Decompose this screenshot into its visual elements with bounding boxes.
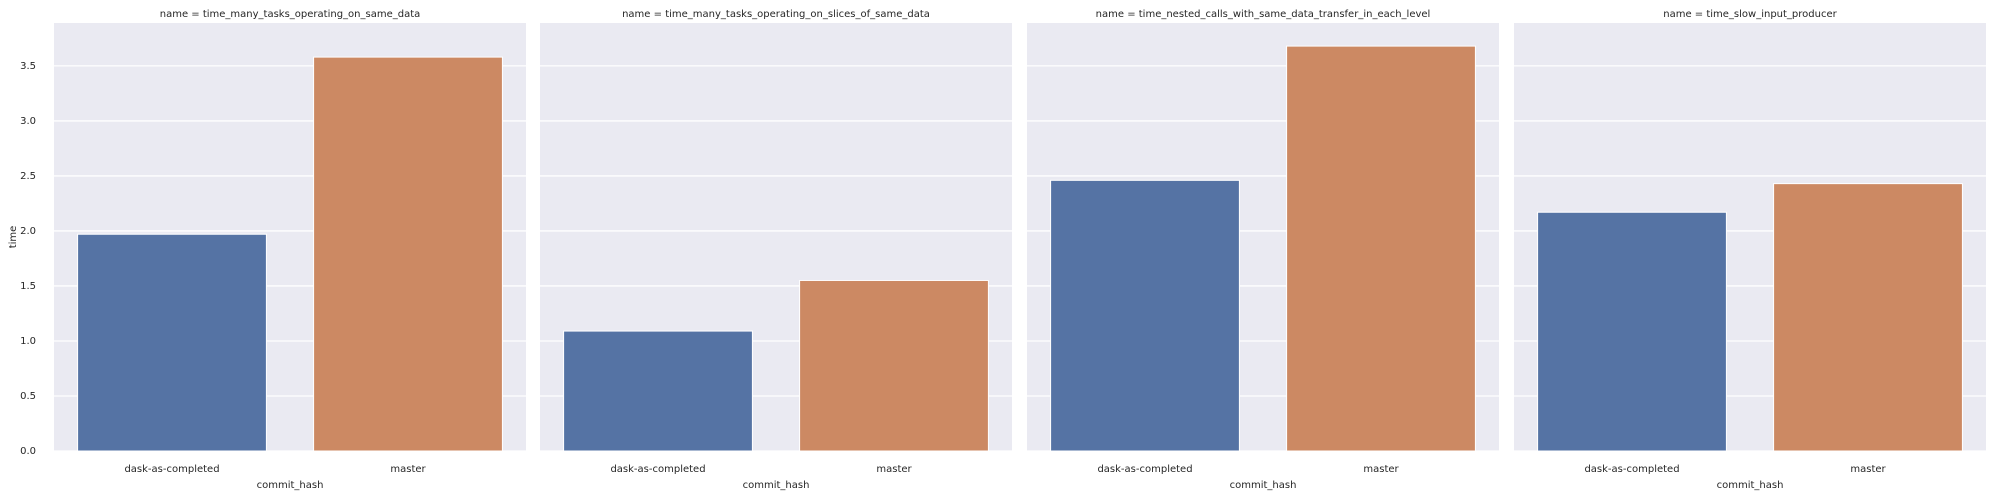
x-tick-label: master (1363, 464, 1399, 475)
x-tick-label: master (390, 464, 426, 475)
x-tick-label: dask-as-completed (1584, 464, 1679, 475)
x-tick-label: master (876, 464, 912, 475)
x-tick-label: dask-as-completed (610, 464, 705, 475)
y-tick-label: 3.0 (20, 116, 36, 127)
y-tick-label: 1.0 (20, 336, 36, 347)
x-axis-label: commit_hash (743, 480, 810, 491)
y-tick-label: 3.5 (20, 61, 36, 72)
x-axis-label: commit_hash (1717, 480, 1784, 491)
x-tick-label: dask-as-completed (124, 464, 219, 475)
facet-title: name = time_many_tasks_operating_on_same… (160, 9, 421, 20)
y-tick-label: 2.5 (20, 171, 36, 182)
x-tick-label: dask-as-completed (1097, 464, 1192, 475)
x-axis-label: commit_hash (1230, 480, 1297, 491)
y-tick-label: 0.0 (20, 446, 36, 457)
bar (1537, 211, 1727, 452)
bar (563, 330, 753, 452)
bar (1050, 179, 1240, 452)
x-axis-label: commit_hash (257, 480, 324, 491)
facet-title: name = time_nested_calls_with_same_data_… (1096, 9, 1431, 20)
y-tick-label: 0.5 (20, 391, 36, 402)
y-axis-label: time (8, 226, 19, 249)
x-tick-label: master (1850, 464, 1886, 475)
facet-title: name = time_slow_input_producer (1663, 9, 1837, 20)
bar (1773, 183, 1963, 452)
bar (313, 56, 503, 452)
bar (77, 233, 267, 452)
y-tick-label: 2.0 (20, 226, 36, 237)
bar (799, 279, 989, 452)
facet-title: name = time_many_tasks_operating_on_slic… (622, 9, 930, 20)
y-tick-label: 1.5 (20, 281, 36, 292)
bar (1286, 45, 1476, 452)
